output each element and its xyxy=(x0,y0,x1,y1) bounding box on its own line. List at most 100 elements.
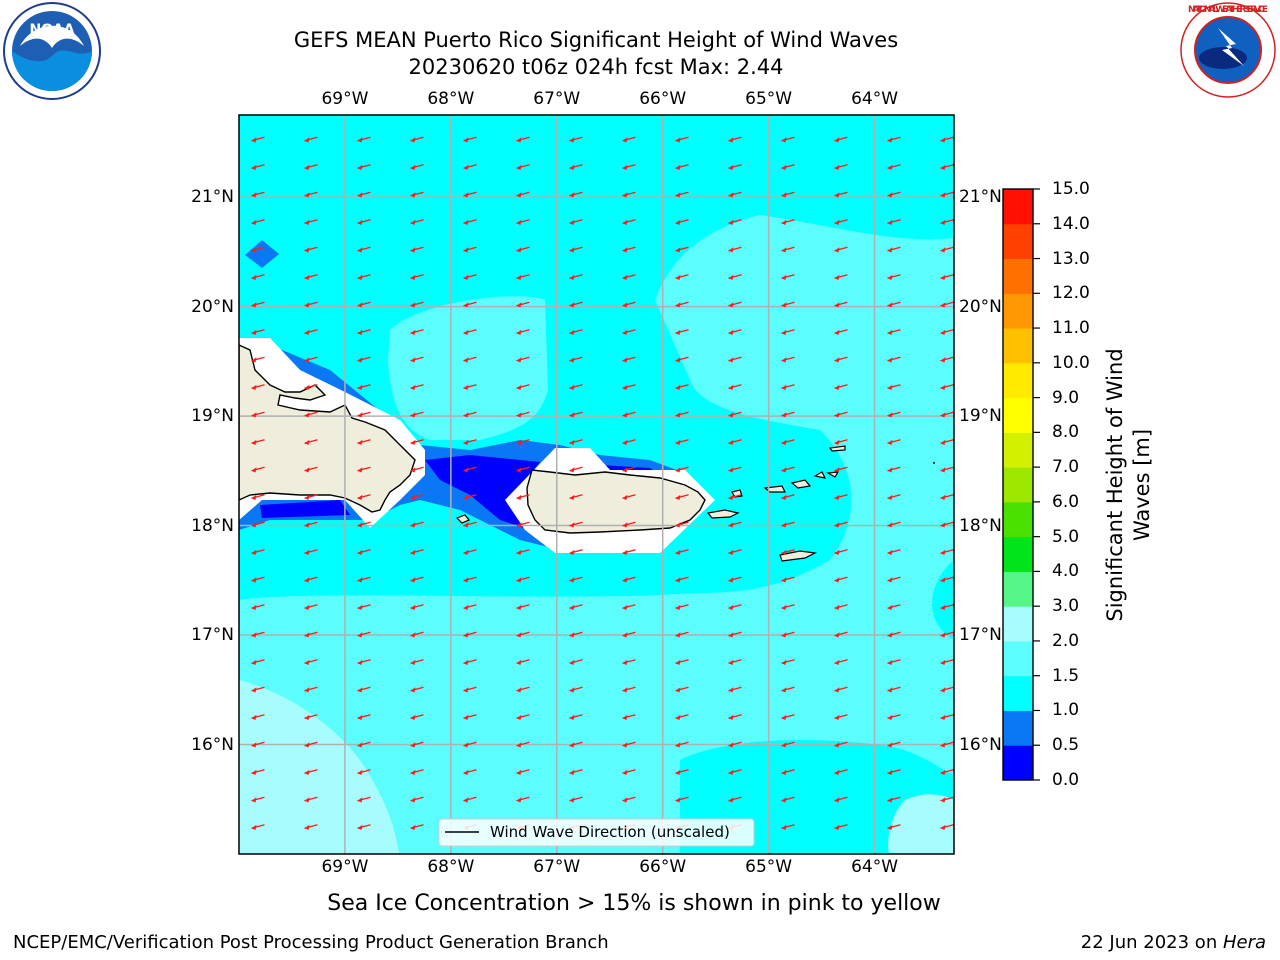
wave-region-2m xyxy=(888,794,954,854)
wave-direction-arrow xyxy=(887,741,901,748)
wave-direction-arrow xyxy=(463,466,477,473)
colorbar-segment xyxy=(1003,223,1033,260)
wave-direction-arrow xyxy=(728,714,742,721)
wave-direction-arrow xyxy=(463,384,477,391)
wave-direction-arrow xyxy=(516,604,530,611)
wave-direction-arrow xyxy=(304,384,318,391)
wave-direction-arrow xyxy=(304,521,318,528)
wave-direction-arrow xyxy=(357,824,371,831)
wave-direction-arrow xyxy=(781,741,795,748)
wave-direction-arrow xyxy=(569,576,583,583)
wave-direction-arrow xyxy=(834,796,848,803)
colorbar-tick-label: 0.5 xyxy=(1052,735,1080,756)
wave-direction-arrow xyxy=(622,741,636,748)
wave-direction-arrow xyxy=(304,329,318,336)
wave-direction-arrow xyxy=(622,384,636,391)
wave-direction-arrow xyxy=(569,246,583,253)
wave-direction-arrow xyxy=(940,741,954,748)
wave-direction-arrow xyxy=(887,191,901,198)
wave-direction-arrow xyxy=(410,219,424,226)
wave-direction-arrow xyxy=(410,164,424,171)
wave-direction-arrow xyxy=(304,769,318,776)
wave-direction-arrow xyxy=(569,631,583,638)
wave-direction-arrow xyxy=(887,466,901,473)
lat-tick-label: 19°N xyxy=(191,406,234,427)
wave-direction-arrow xyxy=(728,604,742,611)
wave-direction-arrow xyxy=(834,246,848,253)
lat-tick-label: 16°N xyxy=(191,734,234,755)
wave-direction-arrow xyxy=(304,246,318,253)
colorbar-tick-label: 5.0 xyxy=(1052,526,1080,547)
lon-tick-label: 64°W xyxy=(851,89,899,109)
wave-direction-arrow xyxy=(781,329,795,336)
wave-region-0-5m xyxy=(245,240,279,268)
sea-ice-note: Sea Ice Concentration > 15% is shown in … xyxy=(327,891,941,916)
wave-direction-arrow xyxy=(463,411,477,418)
wave-direction-arrow xyxy=(728,164,742,171)
wave-direction-arrow xyxy=(622,191,636,198)
wave-direction-arrow xyxy=(516,356,530,363)
wave-direction-arrow xyxy=(516,329,530,336)
lat-tick-label: 16°N xyxy=(959,734,1002,755)
wave-direction-arrow xyxy=(251,219,265,226)
wave-direction-arrow xyxy=(410,714,424,721)
wave-direction-arrow xyxy=(622,329,636,336)
wave-direction-arrow xyxy=(410,439,424,446)
colorbar-segment xyxy=(1003,606,1033,642)
wave-direction-arrow xyxy=(410,301,424,308)
wave-direction-arrow xyxy=(781,411,795,418)
wave-direction-arrow xyxy=(781,521,795,528)
wave-direction-arrow xyxy=(781,824,795,831)
wave-direction-arrow xyxy=(781,576,795,583)
wave-direction-arrow xyxy=(463,246,477,253)
wave-direction-arrow xyxy=(940,356,954,363)
wave-direction-arrow xyxy=(887,631,901,638)
wave-direction-arrow xyxy=(728,329,742,336)
wave-direction-arrow xyxy=(940,549,954,556)
wave-direction-arrow xyxy=(516,219,530,226)
wave-direction-arrow xyxy=(251,604,265,611)
vieques-island-land xyxy=(706,509,740,519)
wave-direction-arrow xyxy=(728,356,742,363)
wave-direction-arrow xyxy=(569,494,583,501)
wave-direction-arrow xyxy=(463,769,477,776)
footer-credit: NCEP/EMC/Verification Post Processing Pr… xyxy=(13,932,609,953)
wave-direction-arrow xyxy=(781,659,795,666)
wave-direction-arrow xyxy=(781,219,795,226)
wave-direction-arrow xyxy=(463,356,477,363)
wave-direction-arrow xyxy=(357,631,371,638)
wave-direction-arrow xyxy=(410,411,424,418)
wave-direction-arrow xyxy=(940,576,954,583)
mona-island-land xyxy=(455,514,470,524)
wave-direction-arrow xyxy=(251,659,265,666)
wave-direction-arrow xyxy=(251,576,265,583)
wave-direction-arrow xyxy=(728,191,742,198)
lat-tick-label: 17°N xyxy=(191,625,234,646)
wave-direction-arrow xyxy=(622,439,636,446)
colorbar-tick-label: 6.0 xyxy=(1052,491,1080,512)
wave-direction-arrow xyxy=(516,631,530,638)
wave-direction-arrow xyxy=(781,494,795,501)
wave-direction-arrow xyxy=(304,631,318,638)
wave-direction-arrow xyxy=(834,686,848,693)
colorbar-tick-label: 9.0 xyxy=(1052,387,1080,408)
wave-direction-arrow xyxy=(569,301,583,308)
colorbar-tick-label: 4.0 xyxy=(1052,561,1080,582)
wave-direction-arrow xyxy=(357,521,371,528)
wave-direction-arrow xyxy=(940,796,954,803)
wave-direction-arrow xyxy=(675,769,689,776)
wave-direction-arrow xyxy=(728,274,742,281)
wave-direction-arrow xyxy=(675,356,689,363)
colorbar-label-line2: Waves [m] xyxy=(1130,429,1154,541)
colorbar-segment xyxy=(1003,571,1033,607)
wave-direction-arrow xyxy=(357,604,371,611)
wave-direction-arrow xyxy=(516,164,530,171)
wave-direction-arrow xyxy=(357,301,371,308)
wave-direction-arrow xyxy=(251,824,265,831)
wave-direction-arrow xyxy=(304,466,318,473)
wave-direction-arrow xyxy=(622,274,636,281)
wave-direction-arrow xyxy=(940,769,954,776)
wave-direction-arrow xyxy=(569,439,583,446)
wave-direction-arrow xyxy=(410,659,424,666)
wave-direction-arrow xyxy=(887,714,901,721)
